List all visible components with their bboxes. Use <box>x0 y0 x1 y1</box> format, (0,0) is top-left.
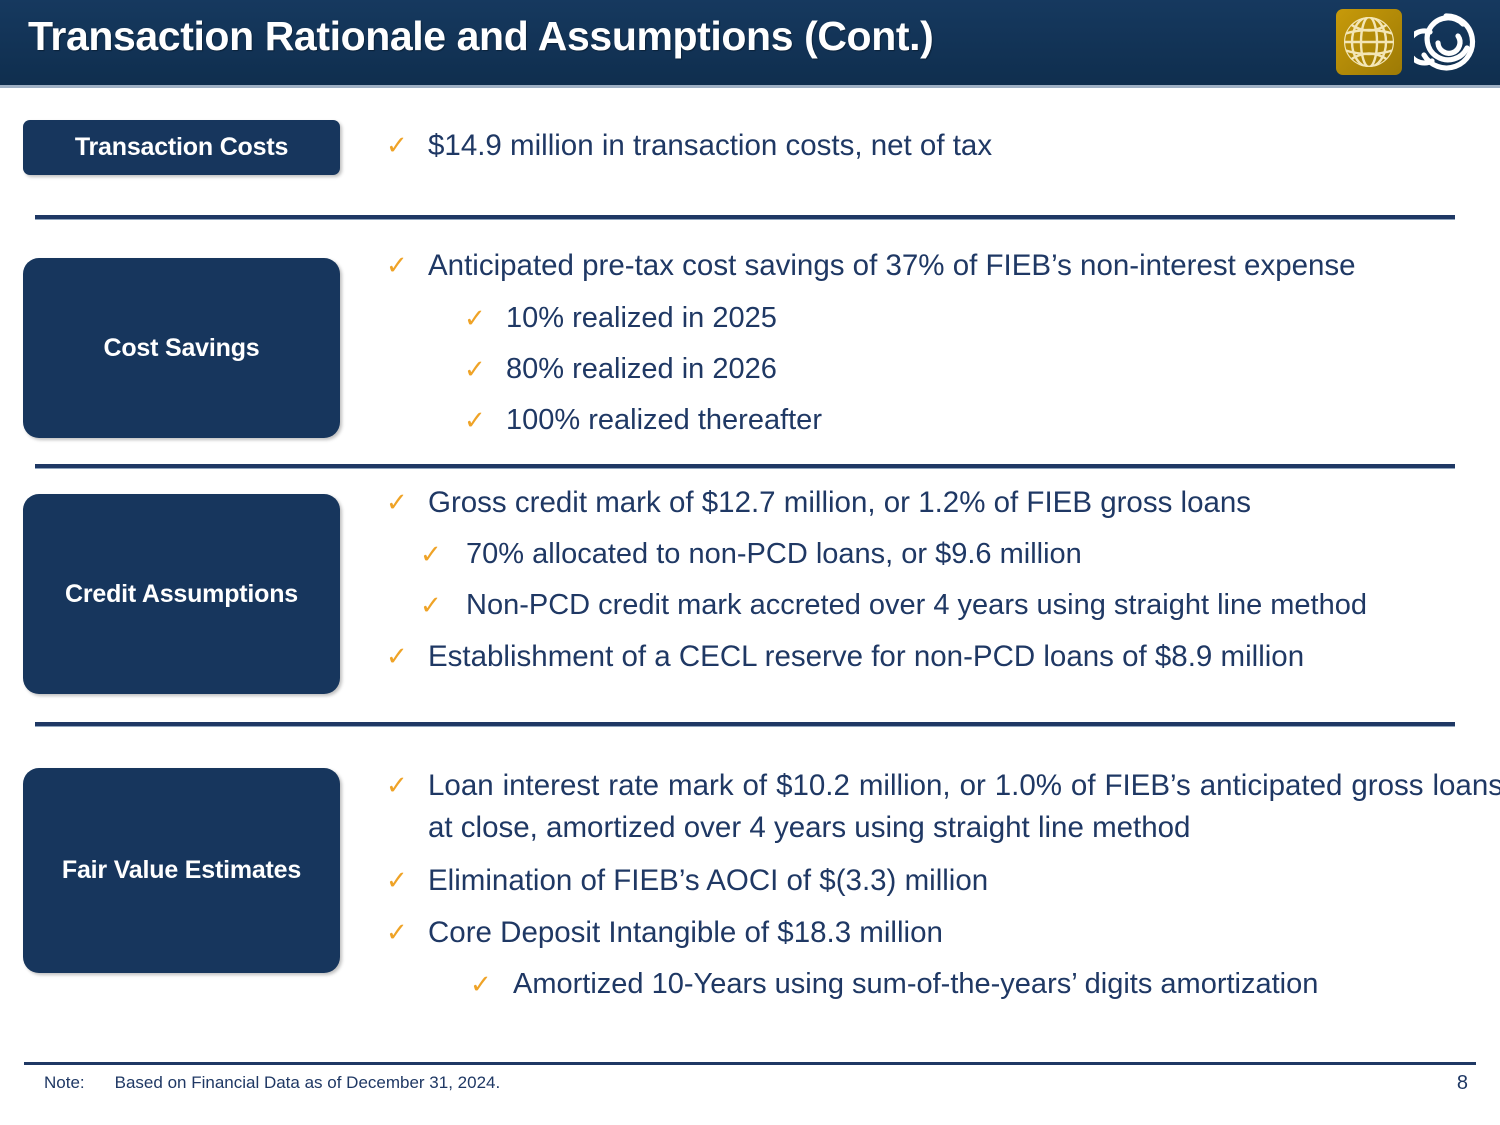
section-label-text: Transaction Costs <box>74 133 289 161</box>
check-icon: ✓ <box>386 130 408 160</box>
bullet-item: ✓ 70% allocated to non-PCD loans, or $9.… <box>378 534 1468 575</box>
check-icon: ✓ <box>386 864 408 895</box>
footer-divider <box>24 1062 1476 1065</box>
check-icon: ✓ <box>386 770 408 800</box>
bullet-item: ✓ $14.9 million in transaction costs, ne… <box>378 125 1468 167</box>
bullet-text: Establishment of a CECL reserve for non-… <box>428 640 1305 674</box>
check-icon: ✓ <box>464 405 486 436</box>
section-divider <box>35 215 1455 220</box>
check-icon: ✓ <box>386 641 408 672</box>
globe-grid-logo <box>1336 9 1402 75</box>
check-icon: ✓ <box>420 590 442 621</box>
bullet-item: ✓ 100% realized thereafter <box>378 400 1468 441</box>
globe-grid-icon <box>1344 17 1394 67</box>
bullet-item: ✓ Anticipated pre-tax cost savings of 37… <box>378 245 1468 287</box>
bullet-item: ✓ Establishment of a CECL reserve for no… <box>378 636 1468 678</box>
bullet-text: 100% realized thereafter <box>506 404 822 437</box>
section-bullets-fair-value-estimates: ✓ Loan interest rate mark of $10.2 milli… <box>378 765 1500 1011</box>
bullet-text: $14.9 million in transaction costs, net … <box>428 129 993 162</box>
logo-group <box>1336 8 1478 76</box>
section-label-transaction-costs: Transaction Costs <box>23 120 340 175</box>
bullet-item: ✓ Elimination of FIEB’s AOCI of $(3.3) m… <box>378 860 1468 902</box>
bullet-item: ✓ 10% realized in 2025 <box>378 298 1468 339</box>
header-band <box>0 0 1500 85</box>
section-fair-value-estimates: Fair Value Estimates ✓ Loan interest rat… <box>0 760 1500 1050</box>
bullet-text: 10% realized in 2025 <box>506 301 777 334</box>
bullet-text: Gross credit mark of $12.7 million, or 1… <box>428 486 1252 519</box>
section-bullets-credit-assumptions: ✓ Gross credit mark of $12.7 million, or… <box>378 482 1468 684</box>
swirl-spiral-icon <box>1405 13 1476 71</box>
header-underline <box>0 85 1500 88</box>
check-icon: ✓ <box>464 302 486 333</box>
check-icon: ✓ <box>470 968 492 999</box>
check-icon: ✓ <box>386 250 408 280</box>
bullet-text: 70% allocated to non-PCD loans, or $9.6 … <box>466 537 1082 570</box>
bullet-text: Core Deposit Intangible of $18.3 million <box>428 915 943 949</box>
bullet-text: Loan interest rate mark of $10.2 million… <box>428 769 1500 844</box>
page-title: Transaction Rationale and Assumptions (C… <box>28 13 934 59</box>
page-number: 8 <box>1456 1072 1468 1094</box>
section-transaction-costs: Transaction Costs ✓ $14.9 million in tra… <box>0 115 1500 205</box>
section-bullets-cost-savings: ✓ Anticipated pre-tax cost savings of 37… <box>378 245 1468 447</box>
section-credit-assumptions: Credit Assumptions ✓ Gross credit mark o… <box>0 482 1500 712</box>
bullet-item: ✓ Core Deposit Intangible of $18.3 milli… <box>378 912 1468 954</box>
bullet-item: ✓ Loan interest rate mark of $10.2 milli… <box>378 765 1500 849</box>
bullet-item: ✓ Gross credit mark of $12.7 million, or… <box>378 482 1468 524</box>
footer-note: Note: Based on Financial Data as of Dece… <box>44 1073 500 1093</box>
check-icon: ✓ <box>386 916 408 947</box>
section-label-fair-value-estimates: Fair Value Estimates <box>23 768 340 973</box>
section-label-text: Credit Assumptions <box>65 579 298 608</box>
footer-note-label: Note: <box>44 1073 85 1092</box>
section-divider <box>35 464 1455 469</box>
footer-note-text: Based on Financial Data as of December 3… <box>114 1073 501 1092</box>
bullet-text: Elimination of FIEB’s AOCI of $(3.3) mil… <box>428 863 989 897</box>
section-bullets-transaction-costs: ✓ $14.9 million in transaction costs, ne… <box>378 125 1468 173</box>
bullet-item: ✓ 80% realized in 2026 <box>378 349 1468 390</box>
bullet-text: Anticipated pre-tax cost savings of 37% … <box>428 249 1356 282</box>
check-icon: ✓ <box>464 354 486 385</box>
bullet-text: 80% realized in 2026 <box>506 353 777 386</box>
check-icon: ✓ <box>386 487 408 517</box>
section-divider <box>35 722 1455 727</box>
section-label-text: Fair Value Estimates <box>61 856 302 884</box>
bullet-item: ✓ Non-PCD credit mark accreted over 4 ye… <box>378 585 1500 626</box>
swirl-spiral-logo <box>1405 10 1478 74</box>
bullet-text: Non-PCD credit mark accreted over 4 year… <box>466 589 1367 622</box>
check-icon: ✓ <box>420 538 442 569</box>
section-label-credit-assumptions: Credit Assumptions <box>23 494 340 694</box>
bullet-text: Amortized 10-Years using sum-of-the-year… <box>513 967 1319 1000</box>
section-cost-savings: Cost Savings ✓ Anticipated pre-tax cost … <box>0 240 1500 455</box>
section-label-text: Cost Savings <box>103 333 260 362</box>
section-label-cost-savings: Cost Savings <box>23 258 340 438</box>
bullet-item: ✓ Amortized 10-Years using sum-of-the-ye… <box>378 964 1468 1005</box>
